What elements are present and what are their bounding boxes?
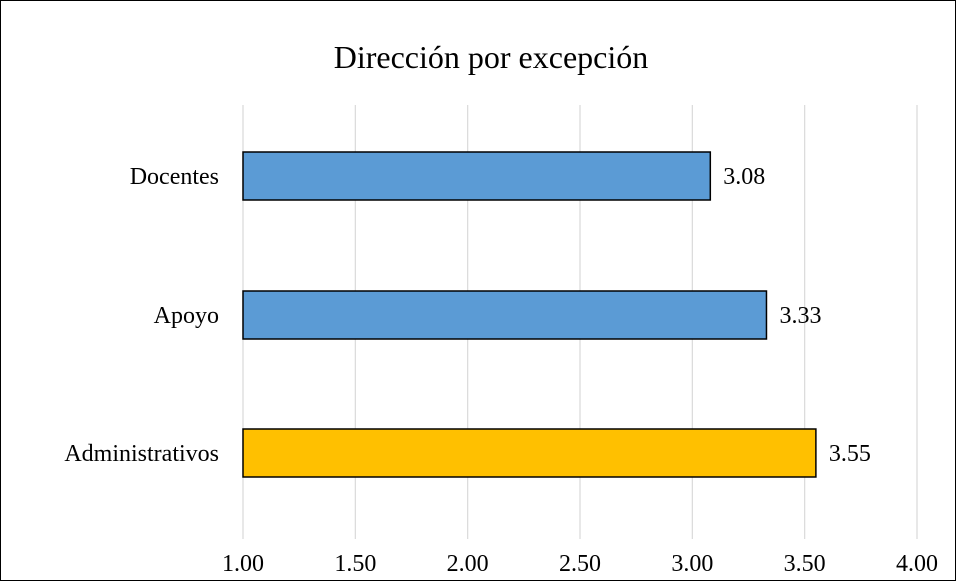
- category-label: Administrativos: [64, 441, 219, 467]
- x-tick-label: 3.00: [671, 551, 713, 577]
- category-labels: Docentes Apoyo Administrativos: [64, 164, 219, 467]
- data-labels: 3.08 3.33 3.55: [723, 164, 871, 467]
- x-tick-label: 4.00: [896, 551, 938, 577]
- x-tick-label: 2.00: [447, 551, 489, 577]
- chart-title: Dirección por excepción: [334, 39, 649, 75]
- bar-administrativos: [242, 428, 817, 478]
- category-label: Docentes: [130, 164, 219, 190]
- x-tick-label: 3.50: [784, 551, 826, 577]
- data-label: 3.55: [829, 441, 871, 467]
- x-tick-label: 2.50: [559, 551, 601, 577]
- category-label: Apoyo: [154, 303, 219, 329]
- data-label: 3.33: [779, 303, 821, 329]
- bars: [242, 151, 817, 478]
- data-label: 3.08: [723, 164, 765, 190]
- bar-apoyo: [242, 290, 768, 340]
- x-tick-label: 1.50: [334, 551, 376, 577]
- bar-docentes: [242, 151, 712, 201]
- x-tick-label: 1.00: [222, 551, 264, 577]
- x-tick-labels: 1.00 1.50 2.00 2.50 3.00 3.50 4.00: [222, 551, 938, 577]
